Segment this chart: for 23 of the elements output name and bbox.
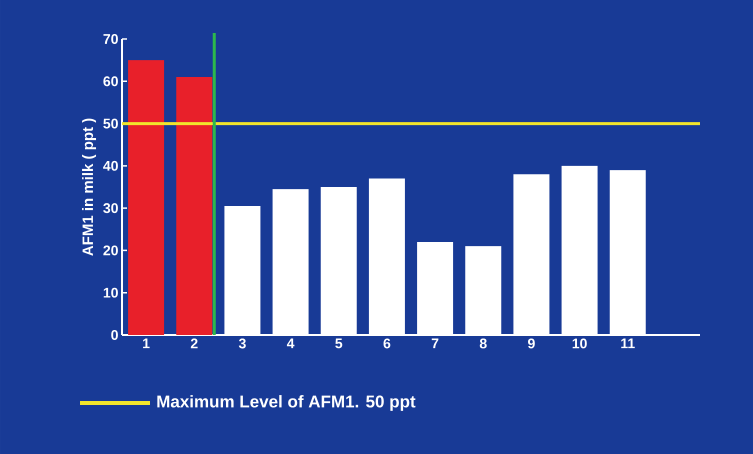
x-tick-label: 11: [621, 338, 635, 348]
legend-label: Maximum Level of AFM1. 50 ppt: [157, 395, 416, 411]
y-tick-label: 0: [111, 330, 118, 340]
x-tick-label: 9: [528, 338, 535, 348]
bar: [176, 77, 212, 335]
y-tick-label: 30: [103, 203, 118, 214]
x-tick-label: 10: [572, 338, 587, 348]
y-tick-label: 10: [104, 288, 118, 298]
x-tick-label: 2: [190, 338, 198, 348]
y-tick-label: 20: [103, 245, 118, 256]
x-tick-label: 5: [335, 338, 342, 348]
x-tick-label: 4: [286, 338, 294, 348]
x-tick-label: 6: [384, 338, 390, 348]
x-tick-label: 8: [480, 338, 487, 348]
y-tick-label: 60: [103, 76, 118, 86]
y-tick-label: 70: [103, 34, 118, 44]
x-tick-label: 7: [432, 338, 438, 348]
bar: [128, 60, 164, 335]
y-tick-label: 40: [103, 160, 118, 171]
x-tick-label: 3: [238, 338, 246, 348]
y-tick-label: 50: [103, 118, 118, 129]
x-tick-label: 1: [143, 338, 150, 348]
y-axis-title: AFM1 in milk ( ppt ): [82, 118, 96, 256]
